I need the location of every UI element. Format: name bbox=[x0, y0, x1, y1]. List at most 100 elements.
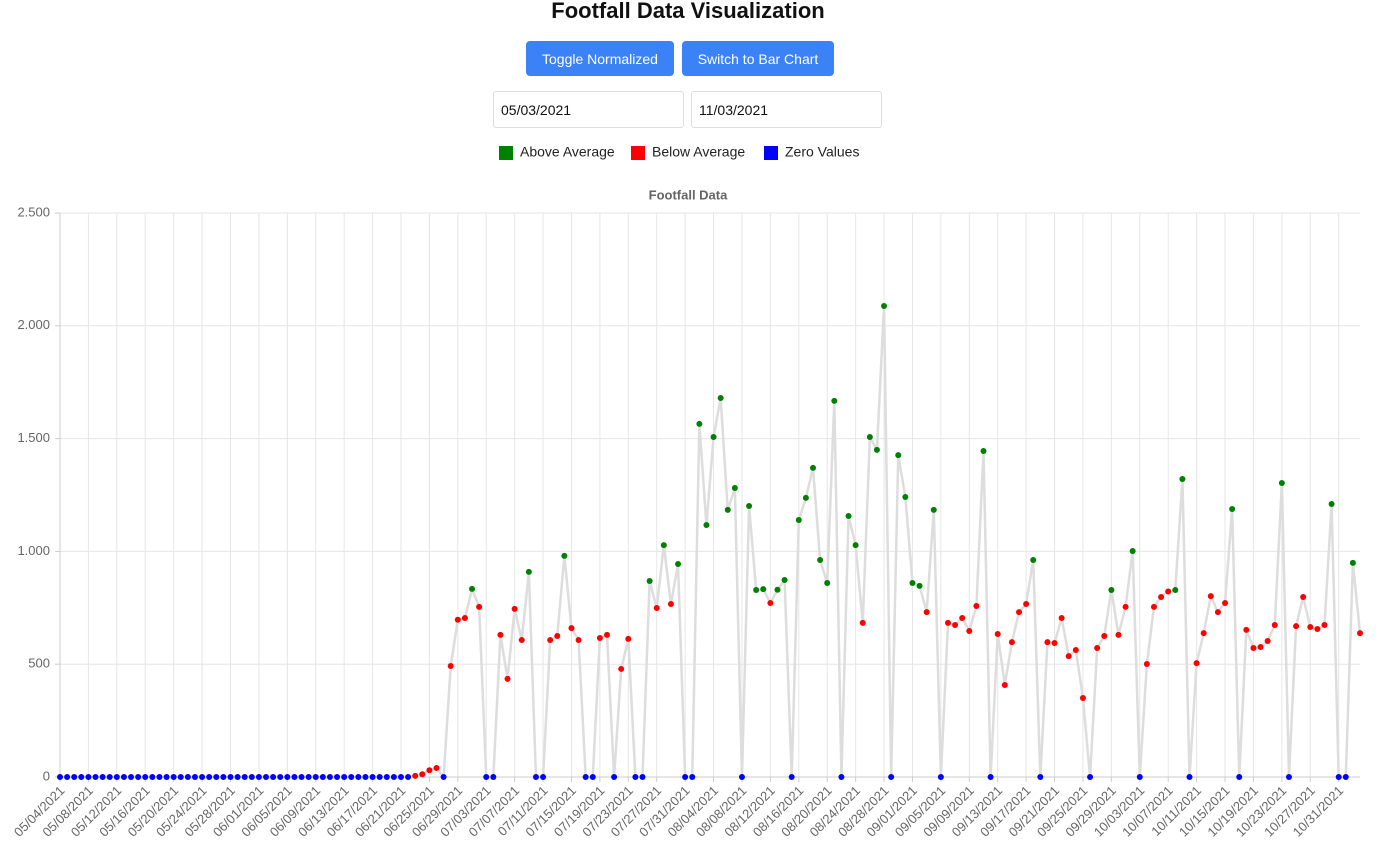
legend-label: Zero Values bbox=[785, 144, 859, 160]
page-title: Footfall Data Visualization bbox=[551, 0, 825, 23]
data-point bbox=[916, 582, 923, 589]
data-point bbox=[582, 774, 589, 780]
data-point bbox=[866, 434, 873, 441]
data-point bbox=[234, 774, 241, 780]
data-point bbox=[177, 774, 184, 780]
data-point bbox=[106, 774, 113, 780]
data-point bbox=[1357, 630, 1363, 637]
data-point bbox=[1001, 681, 1008, 688]
data-point bbox=[710, 434, 717, 441]
data-point bbox=[689, 774, 696, 780]
y-tick-label: 2.000 bbox=[17, 317, 50, 332]
data-point bbox=[469, 585, 476, 592]
data-point bbox=[461, 614, 468, 621]
data-point bbox=[1200, 630, 1207, 637]
data-point bbox=[1122, 603, 1129, 610]
data-point bbox=[838, 774, 845, 780]
data-point bbox=[952, 621, 959, 628]
data-point bbox=[923, 609, 930, 616]
data-point bbox=[824, 579, 831, 586]
data-point bbox=[504, 675, 511, 682]
data-point bbox=[994, 630, 1001, 637]
start-date-input[interactable] bbox=[493, 91, 684, 128]
data-point bbox=[511, 605, 518, 612]
data-point bbox=[1058, 614, 1065, 621]
data-point bbox=[753, 586, 760, 593]
data-point bbox=[1293, 623, 1300, 630]
data-point bbox=[156, 774, 163, 780]
data-point bbox=[873, 446, 880, 453]
data-point bbox=[355, 774, 362, 780]
y-tick-label: 2.500 bbox=[17, 204, 50, 219]
data-point bbox=[454, 616, 461, 623]
toggle-normalized-button[interactable]: Toggle Normalized bbox=[526, 41, 674, 76]
data-point bbox=[1207, 593, 1214, 600]
data-point bbox=[490, 774, 497, 780]
data-point bbox=[1136, 774, 1143, 780]
data-point bbox=[255, 774, 262, 780]
data-point bbox=[433, 764, 440, 771]
data-point bbox=[64, 774, 71, 780]
data-point bbox=[902, 494, 909, 501]
data-point bbox=[376, 774, 383, 780]
data-point bbox=[1250, 644, 1257, 651]
data-point bbox=[738, 774, 745, 780]
data-point bbox=[703, 522, 710, 529]
data-point bbox=[113, 774, 120, 780]
chart-title: Footfall Data bbox=[649, 187, 728, 202]
data-point bbox=[1008, 639, 1015, 646]
end-date-input[interactable] bbox=[691, 91, 882, 128]
data-point bbox=[909, 579, 916, 586]
data-point bbox=[1314, 626, 1321, 633]
data-point bbox=[270, 774, 277, 780]
data-point bbox=[241, 774, 248, 780]
data-point bbox=[85, 774, 92, 780]
data-point bbox=[1087, 774, 1094, 780]
switch-chart-button[interactable]: Switch to Bar Chart bbox=[682, 41, 834, 76]
data-point bbox=[326, 774, 333, 780]
data-point bbox=[1285, 774, 1292, 780]
data-point bbox=[227, 774, 234, 780]
data-point bbox=[575, 637, 582, 644]
data-point bbox=[248, 774, 255, 780]
data-point bbox=[1222, 600, 1229, 607]
data-point bbox=[312, 774, 319, 780]
data-point bbox=[831, 397, 838, 404]
data-point bbox=[348, 774, 355, 780]
data-point bbox=[731, 485, 738, 492]
data-point bbox=[1271, 621, 1278, 628]
data-point bbox=[135, 774, 142, 780]
data-point bbox=[191, 774, 198, 780]
data-point bbox=[1243, 626, 1250, 633]
data-point bbox=[1349, 559, 1356, 566]
data-point bbox=[603, 631, 610, 638]
data-point bbox=[1129, 547, 1136, 554]
data-point bbox=[774, 586, 781, 593]
data-point bbox=[206, 774, 213, 780]
data-point bbox=[1108, 586, 1115, 593]
data-point bbox=[1094, 644, 1101, 651]
data-point bbox=[1016, 609, 1023, 616]
data-point bbox=[390, 774, 397, 780]
data-point bbox=[1150, 603, 1157, 610]
data-point bbox=[845, 512, 852, 519]
data-point bbox=[1257, 644, 1264, 651]
data-point bbox=[1229, 505, 1236, 512]
data-point bbox=[1158, 593, 1165, 600]
data-point bbox=[966, 628, 973, 635]
data-point bbox=[120, 774, 127, 780]
data-point bbox=[397, 774, 404, 780]
data-point bbox=[1264, 637, 1271, 644]
data-point bbox=[632, 774, 639, 780]
data-point bbox=[1342, 774, 1349, 780]
data-point bbox=[980, 448, 987, 455]
y-tick-label: 1.500 bbox=[17, 430, 50, 445]
data-point bbox=[298, 774, 305, 780]
data-point bbox=[71, 774, 78, 780]
data-point bbox=[781, 577, 788, 584]
data-point bbox=[1165, 588, 1172, 595]
data-point bbox=[675, 561, 682, 568]
data-point bbox=[1236, 774, 1243, 780]
data-point bbox=[646, 577, 653, 584]
